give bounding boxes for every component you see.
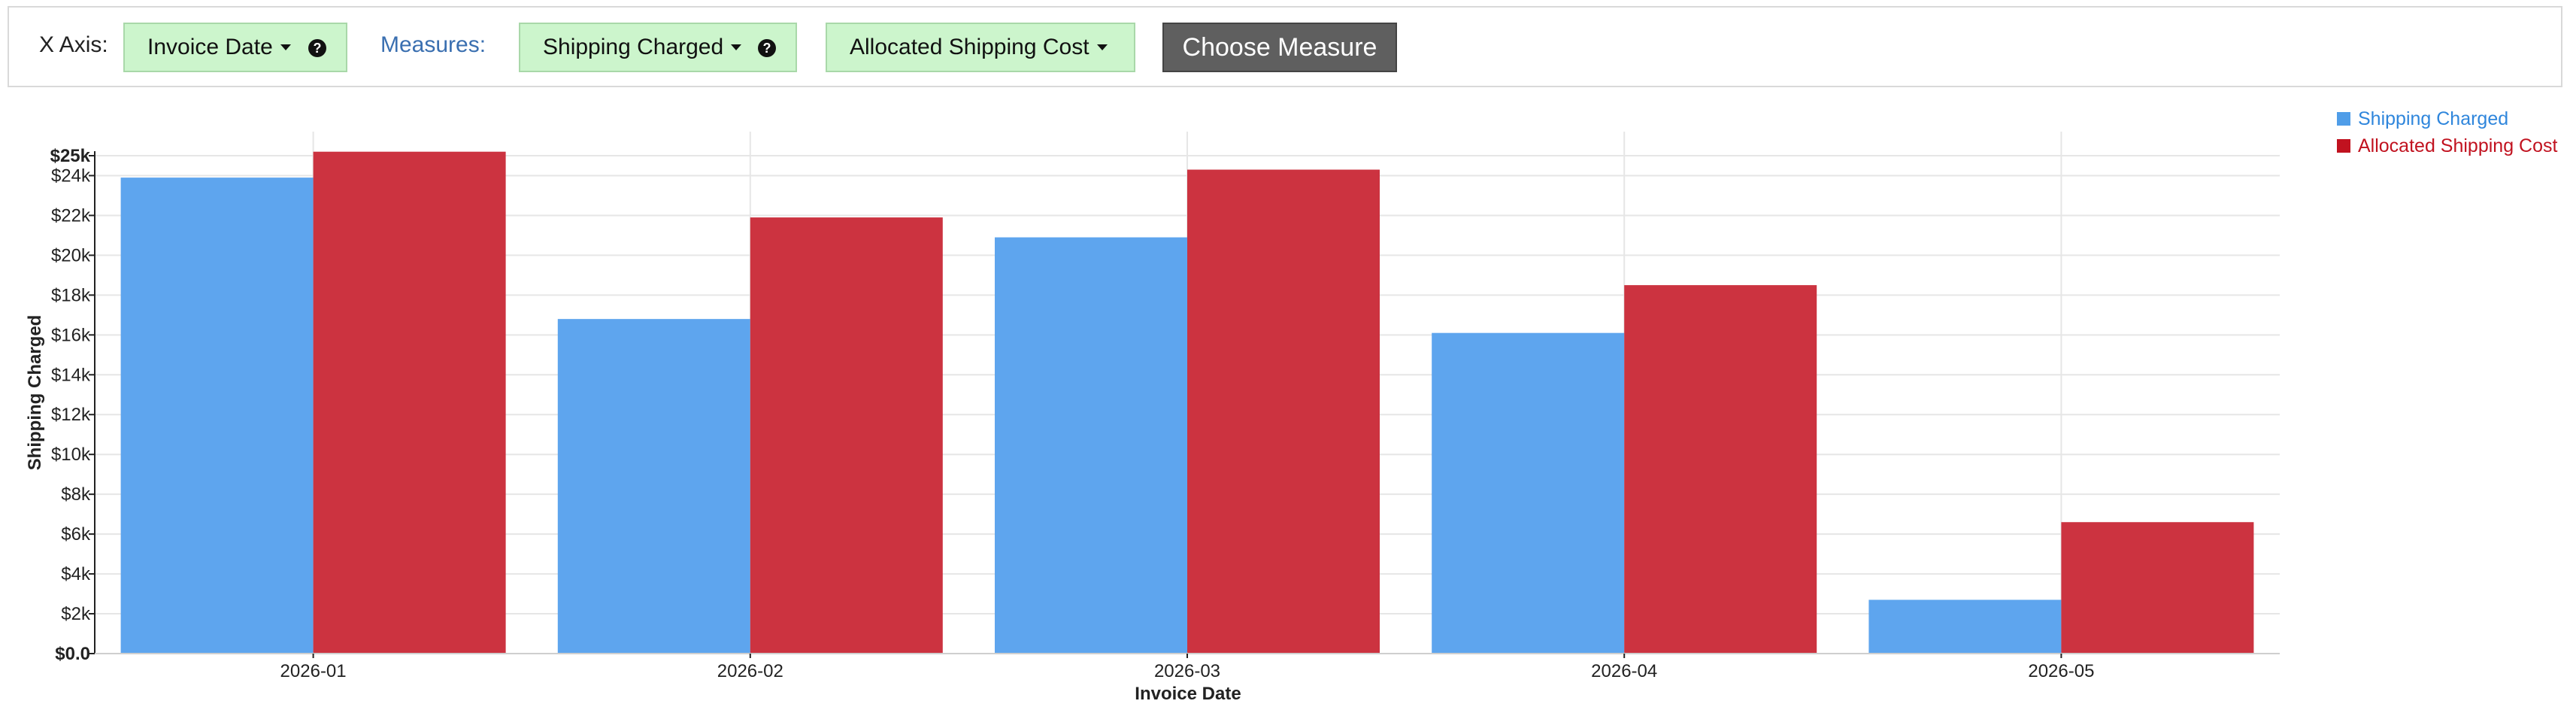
- bar-shipping-charged-2026-03[interactable]: [995, 237, 1187, 654]
- legend-swatch-allocated-shipping-cost: [2337, 139, 2350, 153]
- bar-allocated-shipping-cost-2026-05[interactable]: [2061, 522, 2254, 654]
- legend-item-shipping-charged[interactable]: Shipping Charged: [2337, 105, 2557, 132]
- legend-label-shipping-charged: Shipping Charged: [2358, 108, 2509, 129]
- x-tick-label: 2026-03: [1154, 661, 1220, 681]
- legend-label-allocated-shipping-cost: Allocated Shipping Cost: [2358, 135, 2558, 156]
- bar-shipping-charged-2026-05[interactable]: [1868, 599, 2062, 654]
- x-tick-label: 2026-04: [1591, 661, 1657, 681]
- y-tick-label: $24k: [51, 165, 91, 186]
- y-tick-label: $4k: [61, 564, 91, 584]
- y-tick-label: $12k: [51, 405, 91, 425]
- y-axis-title: Shipping Charged: [25, 315, 45, 471]
- measure-2-dropdown[interactable]: Allocated Shipping Cost: [826, 23, 1135, 72]
- axes: $0.0 $2k $4k $6k $8k $10k $12k $14k $16k $18k $20k…: [50, 146, 2280, 681]
- bar-shipping-charged-2026-04[interactable]: [1432, 332, 1625, 654]
- measure-1-dropdown[interactable]: Shipping Charged ?: [519, 23, 797, 72]
- chevron-down-icon: [1096, 44, 1108, 50]
- legend-item-allocated-shipping-cost[interactable]: Allocated Shipping Cost: [2337, 132, 2557, 159]
- measures-label: Measures:: [380, 32, 486, 57]
- bar-allocated-shipping-cost-2026-03[interactable]: [1187, 169, 1380, 654]
- y-tick-label: $22k: [51, 205, 91, 226]
- bar-shipping-charged-2026-01[interactable]: [120, 177, 314, 654]
- y-tick-label: $16k: [51, 325, 91, 345]
- chart-toolbar: X Axis: Invoice Date ? Measures: Shippin…: [8, 6, 2562, 87]
- y-tick-label: $10k: [51, 444, 91, 465]
- bar-allocated-shipping-cost-2026-02[interactable]: [750, 217, 943, 654]
- x-axis-dropdown[interactable]: Invoice Date ?: [123, 23, 347, 72]
- x-axis-label: X Axis:: [39, 32, 108, 57]
- x-tick-label: 2026-01: [280, 661, 347, 681]
- chart-legend: Shipping Charged Allocated Shipping Cost: [2337, 105, 2557, 159]
- help-icon[interactable]: ?: [308, 39, 326, 57]
- legend-swatch-shipping-charged: [2337, 112, 2350, 126]
- bar-allocated-shipping-cost-2026-04[interactable]: [1624, 285, 1817, 654]
- bar-allocated-shipping-cost-2026-01[interactable]: [313, 151, 506, 654]
- bars: [120, 151, 2254, 654]
- y-tick-label: $18k: [51, 285, 91, 305]
- y-tick-label: $0.0: [55, 644, 90, 664]
- x-axis-dropdown-label: Invoice Date: [147, 35, 273, 59]
- x-tick-label: 2026-02: [717, 661, 783, 681]
- x-tick-label: 2026-05: [2028, 661, 2094, 681]
- bar-shipping-charged-2026-02[interactable]: [557, 319, 750, 654]
- help-icon[interactable]: ?: [758, 39, 776, 57]
- measure-2-dropdown-label: Allocated Shipping Cost: [850, 35, 1089, 59]
- y-tick-label: $14k: [51, 365, 91, 385]
- choose-measure-button[interactable]: Choose Measure: [1162, 23, 1397, 72]
- measure-1-dropdown-label: Shipping Charged: [543, 35, 724, 59]
- y-tick-label: $8k: [61, 484, 91, 505]
- y-tick-label: $25k: [50, 146, 91, 166]
- chevron-down-icon: [731, 44, 742, 50]
- y-tick-label: $2k: [61, 604, 91, 624]
- y-tick-label: $6k: [61, 524, 91, 545]
- y-tick-label: $20k: [51, 245, 91, 265]
- chevron-down-icon: [280, 44, 291, 50]
- x-axis-title: Invoice Date: [1135, 684, 1241, 704]
